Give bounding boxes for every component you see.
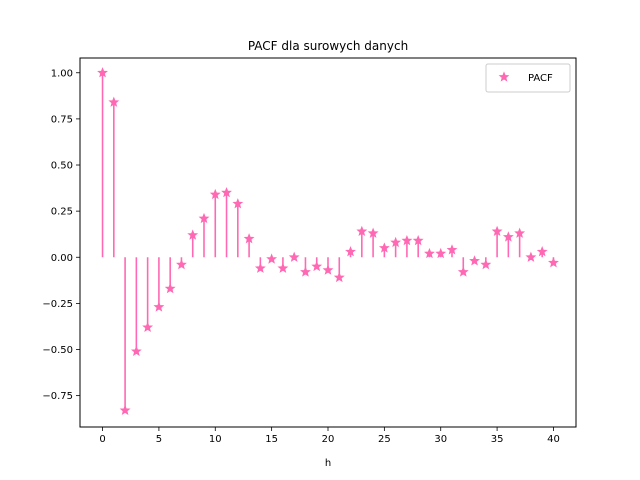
stem-star-marker [119,404,131,416]
stem-star-marker [254,262,266,273]
stem-star-marker [153,301,165,312]
y-tick-label: 0.00 [51,253,73,264]
stem-star-marker [142,321,154,332]
stem-star-marker [378,242,390,253]
x-axis-ticks: 0 5 10 15 20 25 30 35 40 [99,427,560,445]
stem-star-marker [491,225,503,237]
legend-star-marker [498,71,510,82]
stem-star-marker [322,264,334,275]
y-tick-label: −0.75 [42,391,73,402]
stem-star-marker [356,225,368,237]
chart-title: PACF dla surowych danych [248,39,408,53]
stem-star-marker [97,67,108,78]
x-tick-label: 15 [265,434,278,445]
legend-label: PACF [528,73,553,84]
stem-star-marker [288,251,300,262]
stem-star-marker [446,244,458,255]
y-tick-label: −0.25 [42,299,73,310]
stem-star-marker [164,282,176,294]
stem-star-marker [333,271,345,283]
x-tick-label: 10 [209,434,222,445]
y-tick-label: −0.50 [42,345,73,356]
y-tick-label: 0.25 [51,207,73,218]
stem-star-marker [300,266,311,277]
x-tick-label: 40 [547,434,560,445]
x-tick-label: 20 [322,434,335,445]
y-tick-label: 0.75 [51,114,73,125]
stem-star-marker [130,345,142,356]
stem-star-marker [525,251,537,262]
stem-star-marker [209,188,221,200]
stem-star-marker [187,229,199,240]
stem-star-marker [548,257,559,268]
x-tick-label: 30 [434,434,447,445]
stem-star-marker [435,247,447,259]
stem-star-marker [311,260,323,272]
stem-star-marker [536,246,548,257]
stem-star-marker [457,266,469,277]
stem-star-marker [424,247,435,259]
stem-star-marker [345,246,356,257]
stem-markers [97,67,559,416]
stem-star-marker [221,186,232,198]
x-tick-label: 0 [99,434,105,445]
stem-star-marker [390,236,402,248]
legend: PACF [485,63,571,93]
stem-star-marker [266,253,278,264]
stem-star-marker [401,234,413,246]
stem-star-marker [412,234,424,246]
stem-star-marker [176,258,187,270]
stem-star-marker [469,255,480,266]
stem-star-marker [108,96,120,107]
y-tick-label: 1.00 [51,68,73,79]
stem-star-marker [367,227,379,238]
stem-star-marker [198,212,210,224]
x-tick-label: 25 [378,434,391,445]
stem-star-marker [232,198,244,209]
x-axis-title: h [325,458,331,469]
stem-star-marker [243,233,255,244]
y-tick-label: 0.50 [51,161,73,172]
legend-box [485,63,571,93]
stem-star-marker [514,227,526,238]
stem-star-marker [480,258,492,270]
stem-star-marker [277,262,289,273]
legend-star-icon [498,71,510,82]
x-tick-label: 35 [491,434,504,445]
y-axis-ticks: 1.00 0.75 0.50 0.25 0.00 −0.25 −0.50 −0.75 [42,68,80,402]
stem-star-marker [502,231,514,242]
x-tick-label: 5 [156,434,162,445]
